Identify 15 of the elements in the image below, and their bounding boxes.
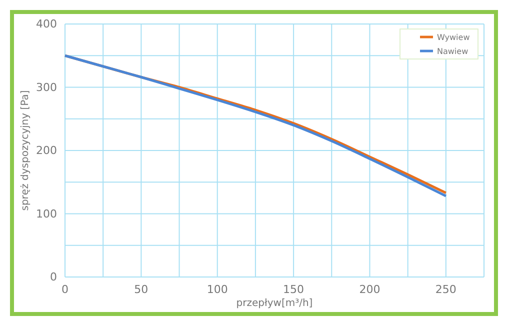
y-tick-label: 300 [36, 80, 57, 94]
y-tick-label: 400 [36, 18, 57, 31]
y-axis-title: spręż dyspozycyjny [Pa] [20, 90, 31, 211]
y-tick-label: 200 [36, 144, 57, 158]
x-tick-label: 50 [134, 282, 148, 296]
legend-label: Wywiew [437, 33, 470, 42]
y-tick-label: 100 [36, 207, 57, 220]
x-tick-label: 0 [62, 282, 68, 296]
legend-label: Nawiew [437, 47, 469, 56]
x-tick-label: 200 [359, 282, 380, 296]
y-tick-label: 0 [50, 270, 57, 284]
x-tick-label: 100 [206, 282, 228, 296]
x-tick-label: 250 [435, 282, 456, 296]
x-tick-label: 150 [283, 282, 304, 296]
x-axis-title: przepływ[m³/h] [236, 298, 313, 309]
